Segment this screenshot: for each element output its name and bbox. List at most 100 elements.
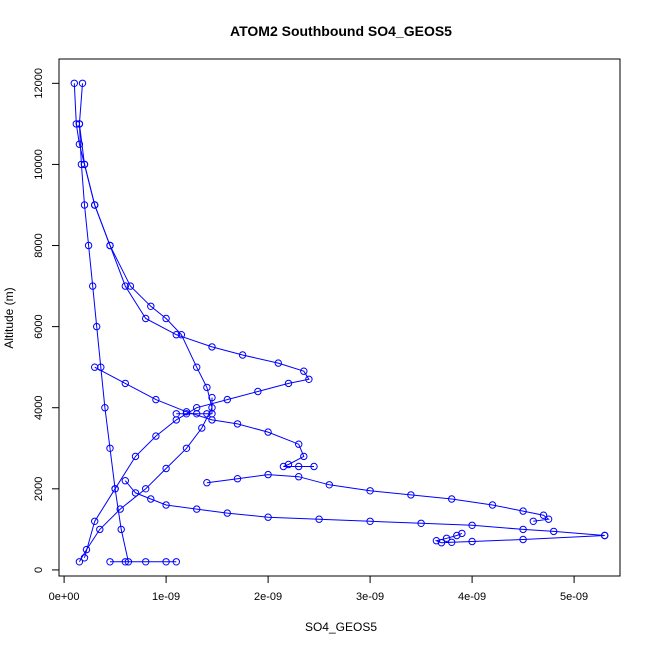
data-point [121, 477, 130, 485]
data-point [208, 410, 216, 418]
data-point [152, 395, 160, 404]
data-point [417, 519, 425, 527]
data-point [279, 462, 288, 471]
data-point [172, 410, 181, 418]
data-point [300, 367, 308, 375]
data-point [78, 79, 87, 88]
data-point [147, 302, 155, 310]
data-point [274, 359, 282, 367]
data-point [254, 387, 262, 396]
data-point [300, 452, 308, 461]
data-point [121, 379, 130, 388]
data-point [295, 473, 303, 481]
data-point [96, 525, 104, 534]
data-point [70, 79, 79, 88]
data-point [116, 505, 124, 513]
data-point [203, 383, 211, 392]
data-series [106, 558, 181, 566]
data-point [147, 495, 155, 503]
x-tick-label: 0e+00 [49, 591, 80, 603]
data-point [539, 511, 548, 519]
data-point [121, 558, 130, 566]
data-point [529, 517, 537, 525]
data-point [91, 363, 99, 371]
x-tick-label: 5e-09 [560, 591, 588, 603]
data-series [432, 529, 609, 547]
data-point [80, 160, 89, 169]
data-point [101, 404, 109, 412]
data-point [223, 395, 232, 404]
y-tick-label: 8000 [33, 233, 45, 257]
data-point [442, 534, 451, 542]
data-point [75, 140, 84, 148]
data-point [223, 509, 232, 517]
data-point [264, 513, 272, 521]
data-point [315, 515, 323, 523]
data-point [177, 331, 186, 339]
data-point [295, 440, 303, 448]
data-point [106, 241, 114, 250]
y-axis: 0 2000 4000 6000 8000 10000 12000 [33, 68, 60, 573]
data-point [84, 241, 93, 250]
data-point [182, 408, 191, 416]
data-point [91, 517, 99, 525]
x-tick-label: 4e-09 [458, 591, 486, 603]
data-point [126, 282, 135, 290]
data-point [264, 428, 272, 436]
data-point [203, 410, 211, 418]
data-point [152, 432, 160, 440]
series-line [124, 480, 605, 536]
data-point [193, 505, 201, 513]
data-point [80, 201, 89, 209]
data-point [305, 375, 313, 383]
data-point [437, 539, 446, 547]
data-point [468, 537, 476, 546]
data-point [519, 525, 527, 534]
y-tick-label: 10000 [33, 149, 45, 180]
data-point [142, 558, 150, 566]
data-point [284, 379, 293, 388]
data-point [106, 558, 114, 566]
data-point [75, 120, 84, 128]
data-point [162, 314, 170, 323]
data-point [233, 420, 242, 428]
x-axis: 0e+00 1e-09 2e-09 3e-09 4e-09 5e-09 [49, 575, 588, 603]
data-point [295, 462, 303, 471]
data-point [162, 501, 170, 509]
data-series [75, 120, 313, 562]
x-tick-label: 1e-09 [152, 591, 180, 603]
data-point [519, 535, 527, 544]
series-line [206, 474, 550, 522]
data-point [544, 515, 553, 523]
data-series [172, 393, 216, 418]
chart-title: ATOM2 Southbound SO4_GEOS5 [230, 23, 452, 39]
data-point [208, 393, 216, 402]
data-point [117, 525, 125, 534]
data-point [193, 363, 201, 371]
data-point [366, 487, 374, 495]
x-tick-label: 2e-09 [254, 591, 282, 603]
series-line [78, 123, 310, 558]
data-series [121, 477, 609, 540]
y-tick-label: 12000 [33, 68, 45, 99]
data-point [162, 558, 170, 566]
data-point [284, 460, 293, 469]
data-point [142, 485, 150, 493]
data-point [131, 489, 140, 497]
data-point [121, 282, 130, 290]
data-point [448, 538, 456, 546]
data-point [172, 331, 181, 339]
data-point [453, 531, 461, 540]
data-point [172, 558, 181, 566]
data-point [111, 485, 119, 493]
data-point [198, 424, 206, 432]
data-point [366, 517, 374, 525]
data-point [432, 537, 441, 545]
data-series [91, 363, 318, 471]
y-tick-label: 2000 [33, 477, 45, 501]
data-point [488, 501, 497, 509]
data-point [238, 351, 247, 359]
y-tick-label: 4000 [33, 395, 45, 419]
data-point [264, 470, 272, 479]
data-point [182, 444, 191, 452]
